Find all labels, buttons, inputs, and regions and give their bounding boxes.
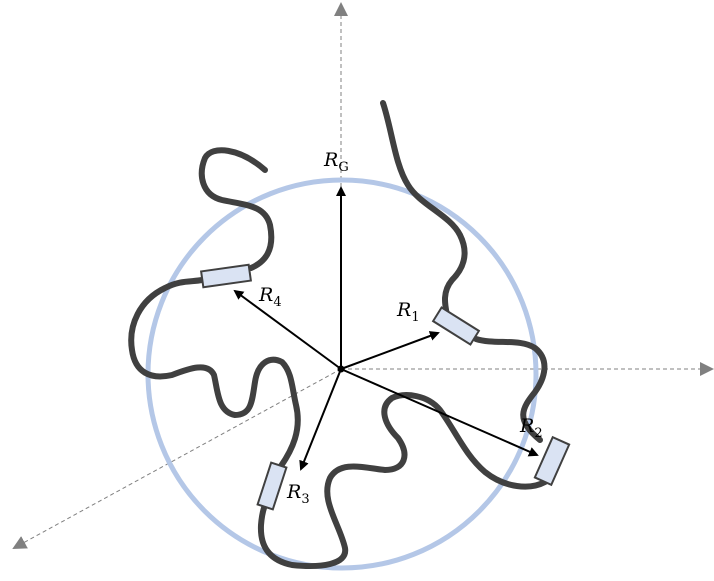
label-part: 3 [301, 492, 309, 507]
label-part: R [258, 284, 273, 306]
vectors [233, 186, 539, 471]
axis-y [12, 368, 342, 549]
label: RG [323, 149, 349, 175]
label-part: R [323, 149, 338, 171]
origin [337, 365, 345, 373]
bead [199, 263, 253, 289]
label-part: 2 [534, 426, 542, 441]
label-part: R [286, 481, 301, 503]
label-part: 1 [411, 310, 419, 325]
vector-r2 [340, 368, 539, 457]
vector-r1 [340, 331, 440, 370]
label: R2 [519, 415, 543, 441]
label: R3 [286, 481, 310, 507]
polymer-chain [128, 100, 548, 570]
label: R1 [396, 299, 420, 325]
label-part: R [519, 415, 534, 437]
bead [431, 306, 481, 346]
label-part: R [396, 299, 411, 321]
beads [199, 263, 571, 511]
label: R4 [258, 284, 282, 310]
bead [256, 461, 288, 511]
vector-r3 [299, 368, 342, 471]
label-part: 4 [273, 295, 281, 310]
label-part: G [338, 160, 348, 175]
bead [533, 435, 571, 487]
vector-r4 [233, 289, 342, 370]
